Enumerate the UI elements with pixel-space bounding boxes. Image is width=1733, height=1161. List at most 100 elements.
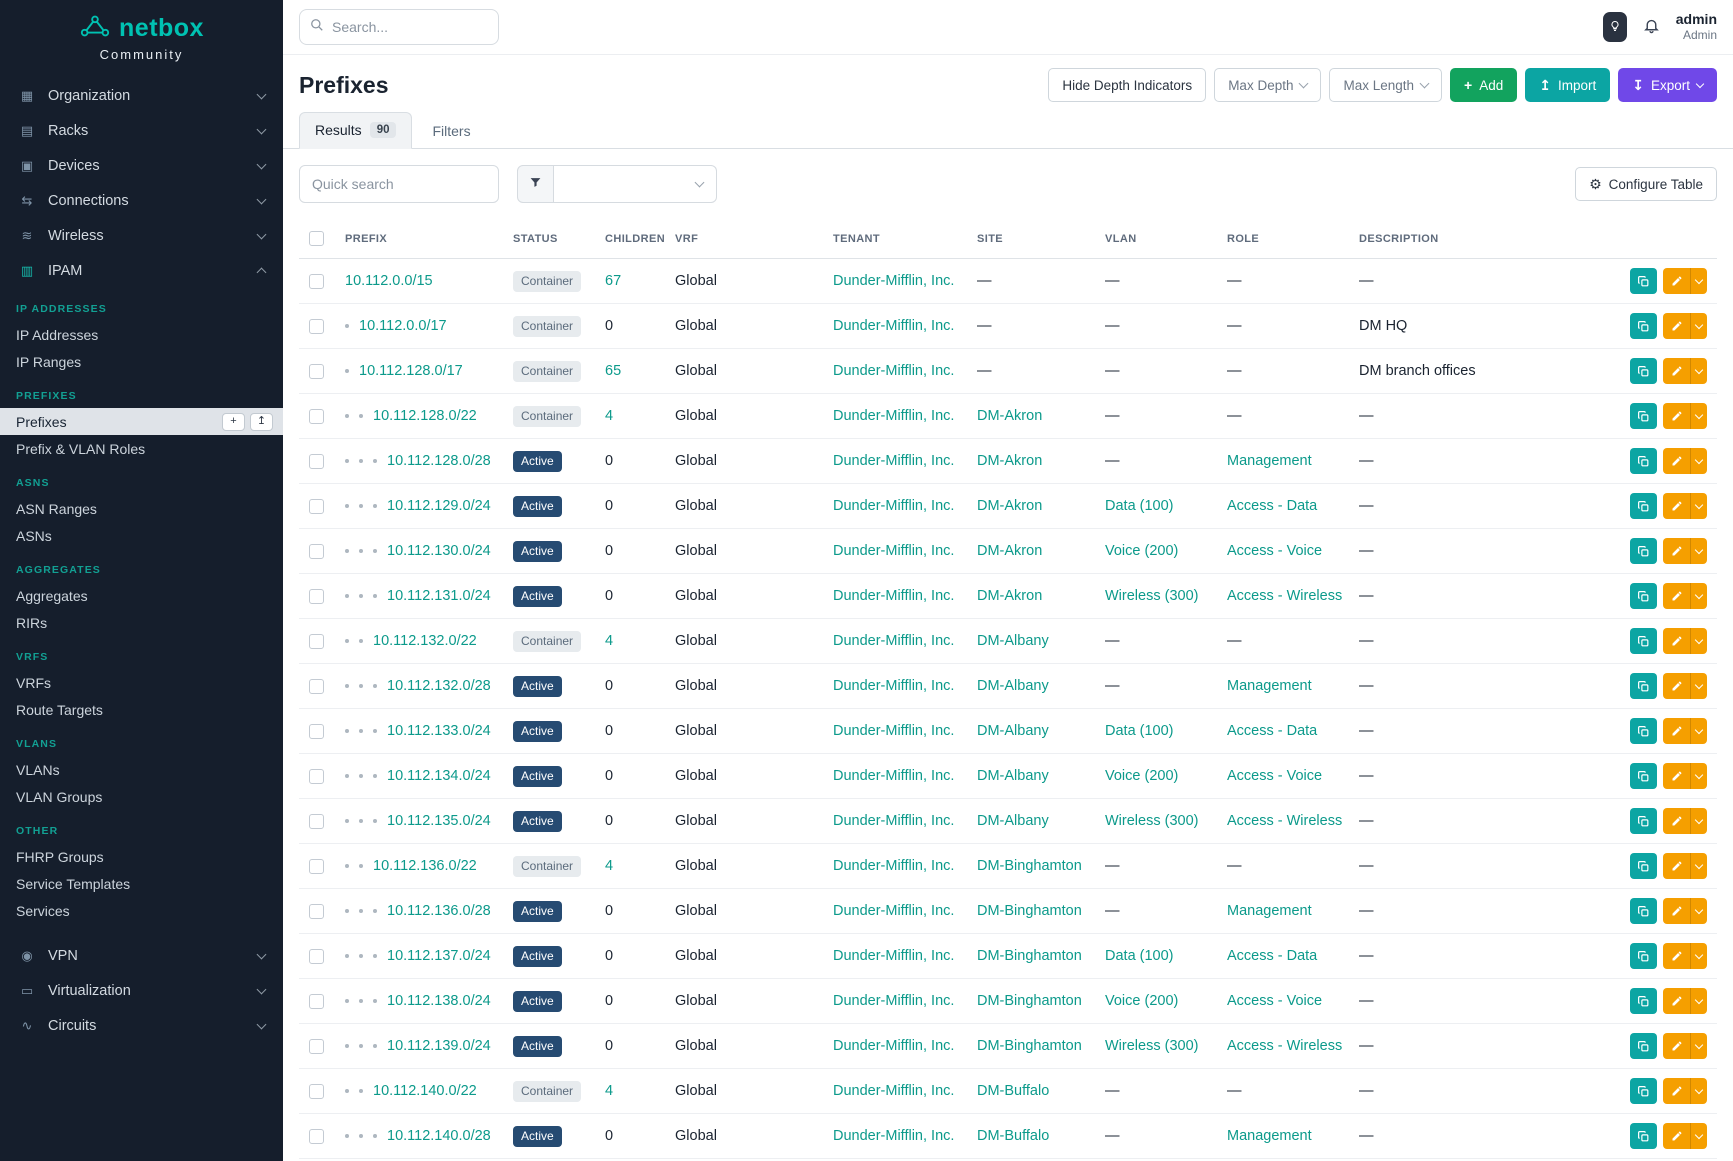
filter-button[interactable] (517, 165, 554, 203)
tab-filters[interactable]: Filters (432, 123, 471, 139)
edit-dropdown-button[interactable] (1690, 1123, 1707, 1149)
sidebar-item-service-templates[interactable]: Service Templates (0, 870, 283, 897)
edit-dropdown-button[interactable] (1690, 628, 1707, 654)
edit-dropdown-button[interactable] (1690, 1033, 1707, 1059)
row-select-checkbox[interactable] (309, 363, 324, 379)
role-link[interactable]: Management (1227, 903, 1312, 919)
tenant-link[interactable]: Dunder-Mifflin, Inc. (833, 903, 955, 919)
role-link[interactable]: Access - Data (1227, 948, 1318, 964)
clone-prefix-button[interactable] (1630, 493, 1657, 519)
sidebar-item-route-targets[interactable]: Route Targets (0, 696, 283, 723)
site-link[interactable]: DM-Binghamton (977, 948, 1082, 964)
column-header-role[interactable]: ROLE (1217, 219, 1349, 259)
row-select-checkbox[interactable] (309, 543, 324, 559)
site-link[interactable]: DM-Akron (977, 498, 1043, 514)
edit-prefix-button[interactable] (1663, 853, 1690, 879)
edit-prefix-button[interactable] (1663, 493, 1690, 519)
column-header-description[interactable]: DESCRIPTION (1349, 219, 1617, 259)
edit-dropdown-button[interactable] (1690, 808, 1707, 834)
sidebar-item-connections[interactable]: ⇆ Connections (0, 183, 283, 218)
tenant-link[interactable]: Dunder-Mifflin, Inc. (833, 723, 955, 739)
tenant-link[interactable]: Dunder-Mifflin, Inc. (833, 1128, 955, 1144)
edit-dropdown-button[interactable] (1690, 448, 1707, 474)
edit-dropdown-button[interactable] (1690, 898, 1707, 924)
edit-dropdown-button[interactable] (1690, 493, 1707, 519)
edit-dropdown-button[interactable] (1690, 268, 1707, 294)
prefix-link[interactable]: 10.112.0.0/15 (345, 273, 433, 289)
role-link[interactable]: Access - Data (1227, 723, 1318, 739)
site-link[interactable]: DM-Akron (977, 408, 1043, 424)
tenant-link[interactable]: Dunder-Mifflin, Inc. (833, 318, 955, 334)
edit-dropdown-button[interactable] (1690, 538, 1707, 564)
row-select-checkbox[interactable] (309, 318, 324, 334)
prefix-link[interactable]: 10.112.130.0/24 (387, 543, 491, 559)
row-select-checkbox[interactable] (309, 768, 324, 784)
edit-dropdown-button[interactable] (1690, 583, 1707, 609)
vlan-link[interactable]: Voice (200) (1105, 993, 1179, 1009)
prefix-link[interactable]: 10.112.0.0/17 (359, 318, 447, 334)
prefix-link[interactable]: 10.112.136.0/22 (373, 858, 477, 874)
sidebar-item-vlans[interactable]: VLANs (0, 756, 283, 783)
edit-dropdown-button[interactable] (1690, 313, 1707, 339)
tenant-link[interactable]: Dunder-Mifflin, Inc. (833, 408, 955, 424)
sidebar-item-aggregates[interactable]: Aggregates (0, 582, 283, 609)
sidebar-item-services[interactable]: Services (0, 897, 283, 924)
prefix-link[interactable]: 10.112.134.0/24 (387, 768, 491, 784)
role-link[interactable]: Access - Voice (1227, 543, 1323, 559)
sidebar-quick-import-button[interactable]: ↥ (250, 412, 273, 431)
brand[interactable]: netbox Community (0, 0, 283, 66)
clone-prefix-button[interactable] (1630, 808, 1657, 834)
sidebar-item-racks[interactable]: ▤ Racks (0, 113, 283, 148)
tenant-link[interactable]: Dunder-Mifflin, Inc. (833, 453, 955, 469)
row-select-checkbox[interactable] (309, 948, 324, 964)
tenant-link[interactable]: Dunder-Mifflin, Inc. (833, 498, 955, 514)
prefix-link[interactable]: 10.112.132.0/22 (373, 633, 477, 649)
clone-prefix-button[interactable] (1630, 853, 1657, 879)
row-select-checkbox[interactable] (309, 993, 324, 1009)
tenant-link[interactable]: Dunder-Mifflin, Inc. (833, 948, 955, 964)
row-select-checkbox[interactable] (309, 588, 324, 604)
row-select-checkbox[interactable] (309, 633, 324, 649)
clone-prefix-button[interactable] (1630, 943, 1657, 969)
site-link[interactable]: DM-Akron (977, 543, 1043, 559)
tenant-link[interactable]: Dunder-Mifflin, Inc. (833, 993, 955, 1009)
sidebar-item-fhrp-groups[interactable]: FHRP Groups (0, 843, 283, 870)
clone-prefix-button[interactable] (1630, 538, 1657, 564)
children-count-link[interactable]: 4 (605, 1083, 614, 1099)
clone-prefix-button[interactable] (1630, 403, 1657, 429)
prefix-link[interactable]: 10.112.128.0/22 (373, 408, 477, 424)
clone-prefix-button[interactable] (1630, 1078, 1657, 1104)
clone-prefix-button[interactable] (1630, 268, 1657, 294)
sidebar-item-vpn[interactable]: ◉ VPN (0, 938, 283, 973)
site-link[interactable]: DM-Binghamton (977, 903, 1082, 919)
edit-dropdown-button[interactable] (1690, 943, 1707, 969)
site-link[interactable]: DM-Albany (977, 678, 1049, 694)
role-link[interactable]: Management (1227, 1128, 1312, 1144)
children-count-link[interactable]: 65 (605, 363, 622, 379)
edit-dropdown-button[interactable] (1690, 988, 1707, 1014)
tab-results[interactable]: Results 90 (299, 112, 413, 149)
site-link[interactable]: DM-Akron (977, 588, 1043, 604)
edit-dropdown-button[interactable] (1690, 1078, 1707, 1104)
prefix-link[interactable]: 10.112.133.0/24 (387, 723, 491, 739)
clone-prefix-button[interactable] (1630, 628, 1657, 654)
clone-prefix-button[interactable] (1630, 448, 1657, 474)
vlan-link[interactable]: Data (100) (1105, 498, 1174, 514)
prefix-link[interactable]: 10.112.140.0/22 (373, 1083, 477, 1099)
edit-dropdown-button[interactable] (1690, 673, 1707, 699)
vlan-link[interactable]: Data (100) (1105, 723, 1174, 739)
children-count-link[interactable]: 4 (605, 858, 614, 874)
edit-dropdown-button[interactable] (1690, 853, 1707, 879)
site-link[interactable]: DM-Albany (977, 723, 1049, 739)
edit-dropdown-button[interactable] (1690, 763, 1707, 789)
clone-prefix-button[interactable] (1630, 763, 1657, 789)
column-header-vrf[interactable]: VRF (665, 219, 823, 259)
theme-toggle-button[interactable] (1602, 12, 1627, 42)
role-link[interactable]: Management (1227, 453, 1312, 469)
column-header-prefix[interactable]: PREFIX (335, 219, 503, 259)
prefix-link[interactable]: 10.112.137.0/24 (387, 948, 491, 964)
column-header-site[interactable]: SITE (967, 219, 1095, 259)
row-select-checkbox[interactable] (309, 858, 324, 874)
sidebar-item-prefix-vlan-roles[interactable]: Prefix & VLAN Roles (0, 435, 283, 462)
site-link[interactable]: DM-Buffalo (977, 1083, 1050, 1099)
